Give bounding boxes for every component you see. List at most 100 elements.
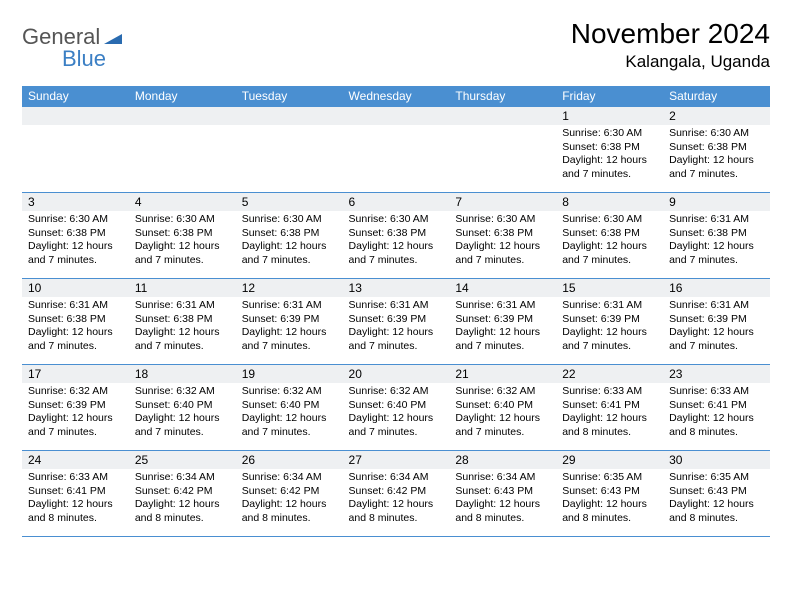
day-number: 8 (556, 193, 663, 211)
daylight: Daylight: 12 hours and 7 minutes. (669, 326, 764, 353)
sunset: Sunset: 6:41 PM (28, 485, 123, 499)
daylight: Daylight: 12 hours and 7 minutes. (562, 240, 657, 267)
sunset: Sunset: 6:38 PM (669, 227, 764, 241)
logo: General Blue (22, 24, 122, 72)
day-cell: 9Sunrise: 6:31 AMSunset: 6:38 PMDaylight… (663, 193, 770, 279)
sunrise: Sunrise: 6:31 AM (562, 299, 657, 313)
day-body: Sunrise: 6:34 AMSunset: 6:43 PMDaylight:… (449, 469, 556, 530)
day-number: 3 (22, 193, 129, 211)
sunset: Sunset: 6:39 PM (455, 313, 550, 327)
sunrise: Sunrise: 6:34 AM (455, 471, 550, 485)
day-cell: 2Sunrise: 6:30 AMSunset: 6:38 PMDaylight… (663, 107, 770, 193)
title-block: November 2024 Kalangala, Uganda (571, 18, 770, 72)
daylight: Daylight: 12 hours and 7 minutes. (349, 412, 444, 439)
day-body: Sunrise: 6:30 AMSunset: 6:38 PMDaylight:… (556, 125, 663, 186)
day-cell: 15Sunrise: 6:31 AMSunset: 6:39 PMDayligh… (556, 279, 663, 365)
daylight: Daylight: 12 hours and 7 minutes. (135, 412, 230, 439)
day-body: Sunrise: 6:31 AMSunset: 6:39 PMDaylight:… (449, 297, 556, 358)
sunrise: Sunrise: 6:34 AM (349, 471, 444, 485)
day-body: Sunrise: 6:32 AMSunset: 6:40 PMDaylight:… (449, 383, 556, 444)
sunrise: Sunrise: 6:32 AM (455, 385, 550, 399)
day-number: 19 (236, 365, 343, 383)
day-cell: 10Sunrise: 6:31 AMSunset: 6:38 PMDayligh… (22, 279, 129, 365)
daylight: Daylight: 12 hours and 7 minutes. (562, 154, 657, 181)
sunset: Sunset: 6:41 PM (669, 399, 764, 413)
day-cell: 20Sunrise: 6:32 AMSunset: 6:40 PMDayligh… (343, 365, 450, 451)
day-number: 28 (449, 451, 556, 469)
day-body: Sunrise: 6:34 AMSunset: 6:42 PMDaylight:… (236, 469, 343, 530)
day-number: 6 (343, 193, 450, 211)
day-number (343, 107, 450, 125)
daylight: Daylight: 12 hours and 7 minutes. (135, 240, 230, 267)
sunrise: Sunrise: 6:32 AM (242, 385, 337, 399)
day-cell: 28Sunrise: 6:34 AMSunset: 6:43 PMDayligh… (449, 451, 556, 537)
day-label: Tuesday (236, 86, 343, 107)
sunrise: Sunrise: 6:30 AM (135, 213, 230, 227)
sunrise: Sunrise: 6:31 AM (28, 299, 123, 313)
day-number: 7 (449, 193, 556, 211)
sunset: Sunset: 6:38 PM (562, 227, 657, 241)
day-number: 17 (22, 365, 129, 383)
sunrise: Sunrise: 6:35 AM (562, 471, 657, 485)
day-cell: 12Sunrise: 6:31 AMSunset: 6:39 PMDayligh… (236, 279, 343, 365)
day-number: 12 (236, 279, 343, 297)
daylight: Daylight: 12 hours and 7 minutes. (28, 240, 123, 267)
sunrise: Sunrise: 6:30 AM (562, 127, 657, 141)
header: General Blue November 2024 Kalangala, Ug… (22, 18, 770, 72)
day-cell: 7Sunrise: 6:30 AMSunset: 6:38 PMDaylight… (449, 193, 556, 279)
day-cell: 30Sunrise: 6:35 AMSunset: 6:43 PMDayligh… (663, 451, 770, 537)
day-cell: 21Sunrise: 6:32 AMSunset: 6:40 PMDayligh… (449, 365, 556, 451)
day-cell: 24Sunrise: 6:33 AMSunset: 6:41 PMDayligh… (22, 451, 129, 537)
sunset: Sunset: 6:38 PM (135, 313, 230, 327)
sunrise: Sunrise: 6:30 AM (455, 213, 550, 227)
day-cell (343, 107, 450, 193)
sunrise: Sunrise: 6:35 AM (669, 471, 764, 485)
day-label: Wednesday (343, 86, 450, 107)
day-body: Sunrise: 6:32 AMSunset: 6:40 PMDaylight:… (343, 383, 450, 444)
day-number (22, 107, 129, 125)
day-label: Saturday (663, 86, 770, 107)
day-body: Sunrise: 6:33 AMSunset: 6:41 PMDaylight:… (556, 383, 663, 444)
sunset: Sunset: 6:40 PM (349, 399, 444, 413)
sunrise: Sunrise: 6:30 AM (28, 213, 123, 227)
day-cell: 18Sunrise: 6:32 AMSunset: 6:40 PMDayligh… (129, 365, 236, 451)
daylight: Daylight: 12 hours and 7 minutes. (28, 412, 123, 439)
day-body: Sunrise: 6:30 AMSunset: 6:38 PMDaylight:… (556, 211, 663, 272)
sunset: Sunset: 6:39 PM (669, 313, 764, 327)
day-label: Monday (129, 86, 236, 107)
day-label: Sunday (22, 86, 129, 107)
day-number: 20 (343, 365, 450, 383)
daylight: Daylight: 12 hours and 8 minutes. (562, 498, 657, 525)
week-row: 3Sunrise: 6:30 AMSunset: 6:38 PMDaylight… (22, 193, 770, 279)
day-cell: 8Sunrise: 6:30 AMSunset: 6:38 PMDaylight… (556, 193, 663, 279)
month-title: November 2024 (571, 18, 770, 50)
sunrise: Sunrise: 6:31 AM (242, 299, 337, 313)
sunrise: Sunrise: 6:34 AM (242, 471, 337, 485)
logo-triangle-icon (104, 24, 122, 50)
day-cell: 4Sunrise: 6:30 AMSunset: 6:38 PMDaylight… (129, 193, 236, 279)
daylight: Daylight: 12 hours and 7 minutes. (349, 326, 444, 353)
sunrise: Sunrise: 6:33 AM (28, 471, 123, 485)
calendar: Sunday Monday Tuesday Wednesday Thursday… (22, 86, 770, 537)
sunset: Sunset: 6:38 PM (562, 141, 657, 155)
sunrise: Sunrise: 6:32 AM (135, 385, 230, 399)
daylight: Daylight: 12 hours and 7 minutes. (349, 240, 444, 267)
day-body: Sunrise: 6:30 AMSunset: 6:38 PMDaylight:… (236, 211, 343, 272)
day-body: Sunrise: 6:31 AMSunset: 6:39 PMDaylight:… (236, 297, 343, 358)
day-cell: 27Sunrise: 6:34 AMSunset: 6:42 PMDayligh… (343, 451, 450, 537)
daylight: Daylight: 12 hours and 7 minutes. (562, 326, 657, 353)
day-number (129, 107, 236, 125)
day-body: Sunrise: 6:35 AMSunset: 6:43 PMDaylight:… (556, 469, 663, 530)
day-number: 16 (663, 279, 770, 297)
day-cell (22, 107, 129, 193)
daylight: Daylight: 12 hours and 7 minutes. (669, 154, 764, 181)
day-cell: 13Sunrise: 6:31 AMSunset: 6:39 PMDayligh… (343, 279, 450, 365)
day-cell: 29Sunrise: 6:35 AMSunset: 6:43 PMDayligh… (556, 451, 663, 537)
day-body: Sunrise: 6:35 AMSunset: 6:43 PMDaylight:… (663, 469, 770, 530)
day-body: Sunrise: 6:30 AMSunset: 6:38 PMDaylight:… (343, 211, 450, 272)
sunset: Sunset: 6:39 PM (28, 399, 123, 413)
day-cell (236, 107, 343, 193)
day-body: Sunrise: 6:32 AMSunset: 6:39 PMDaylight:… (22, 383, 129, 444)
sunset: Sunset: 6:38 PM (135, 227, 230, 241)
sunrise: Sunrise: 6:32 AM (28, 385, 123, 399)
